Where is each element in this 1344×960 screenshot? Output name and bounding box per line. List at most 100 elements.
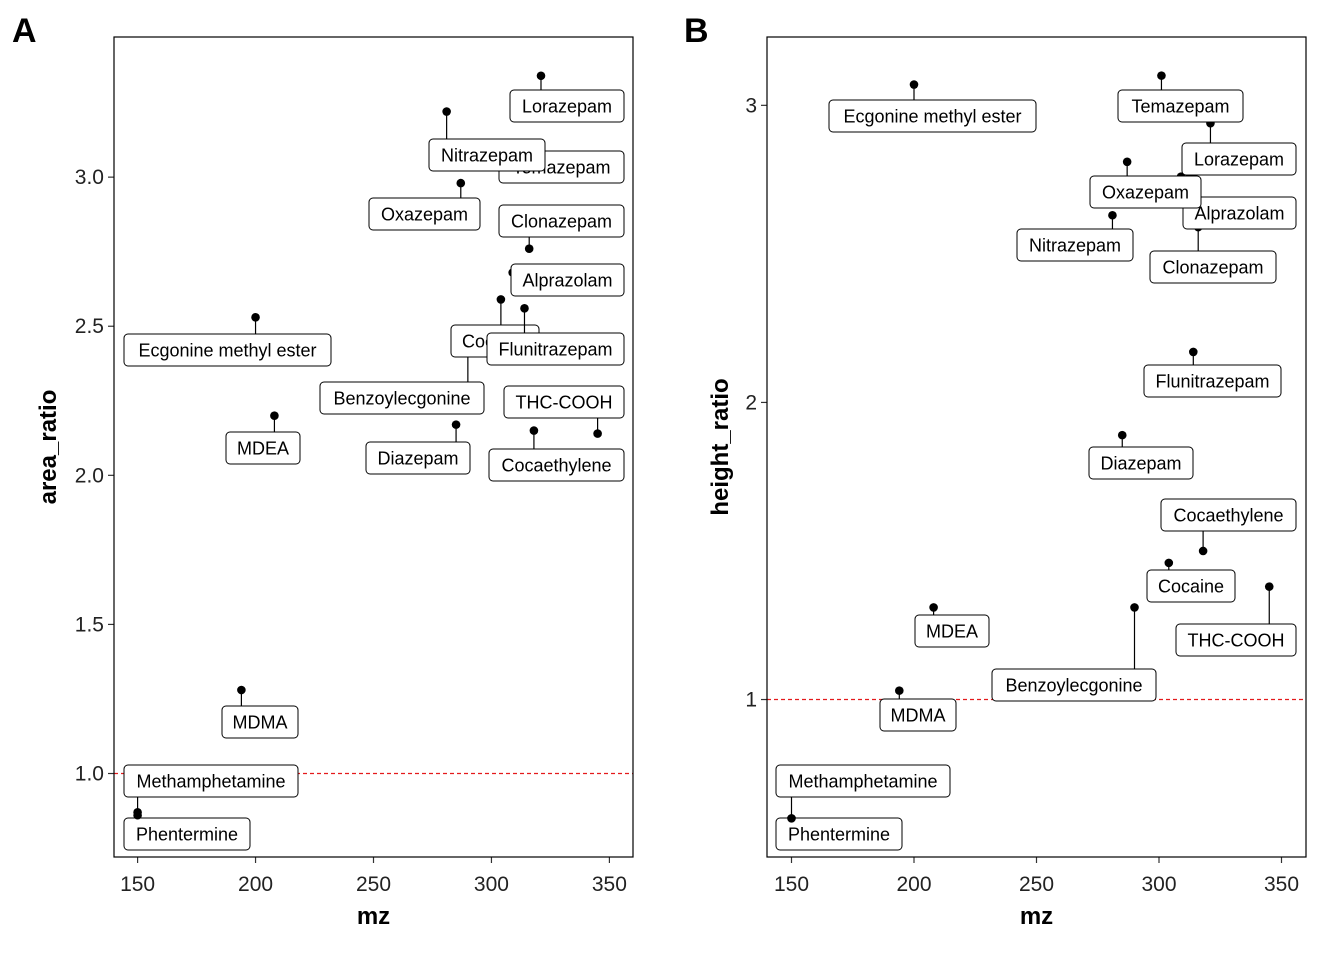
point-label: THC-COOH	[1188, 631, 1285, 651]
data-point	[270, 411, 279, 420]
x-tick-label: 300	[1141, 873, 1176, 896]
y-axis-title: height_ratio	[707, 378, 734, 515]
point-label-box	[1016, 228, 1134, 262]
point-label-box	[1175, 623, 1297, 657]
point-label-box	[914, 614, 990, 648]
data-point	[1157, 71, 1166, 80]
data-point	[929, 603, 938, 612]
point-label: Methamphetamine	[788, 772, 937, 792]
x-tick-label: 350	[592, 873, 627, 896]
point-label: Clonazepam	[511, 212, 612, 232]
point-label-box	[510, 263, 625, 297]
point-label: Lorazepam	[522, 97, 612, 117]
panel-A: A 150 200 250 300 350 1.0 1.5 2.0 2.5 3.0 mz area_ra…	[12, 12, 634, 930]
point-label-box	[123, 817, 251, 851]
point-label-box	[428, 138, 546, 172]
point-label-box	[1182, 196, 1297, 230]
point-label: Cocaine	[1158, 577, 1224, 597]
data-point	[1108, 210, 1117, 220]
point-label-box	[123, 333, 332, 367]
point-label: Methamphetamine	[136, 772, 285, 792]
point-label-box	[509, 89, 625, 123]
point-label-box	[1117, 89, 1244, 123]
point-label-box	[503, 385, 625, 419]
y-tick-label: 3	[745, 94, 757, 117]
x-tick-label: 200	[238, 873, 273, 896]
point-label-box	[1181, 142, 1297, 176]
y-tick-label: 2.0	[75, 464, 104, 487]
point-label: Diazepam	[377, 449, 458, 469]
point-label-box	[365, 441, 471, 475]
point-label: Temazepam	[1131, 97, 1229, 117]
data-point	[1198, 546, 1208, 556]
x-axis-title: mz	[1020, 903, 1053, 930]
point-label-box	[1089, 175, 1202, 209]
y-tick-label: 2.5	[75, 315, 104, 338]
point-label-box	[775, 817, 903, 851]
point-label-box	[991, 668, 1157, 702]
data-point	[536, 71, 546, 81]
point-label: Nitrazepam	[1029, 236, 1121, 256]
point-label: Alprazolam	[522, 271, 612, 291]
point-label: MDEA	[237, 439, 289, 459]
point-label: Clonazepam	[1162, 258, 1263, 278]
data-point	[909, 80, 919, 89]
point-label-box	[319, 381, 485, 415]
data-point	[529, 426, 539, 435]
data-point	[451, 420, 461, 429]
point-label: Phentermine	[136, 825, 238, 845]
point-label-box	[1143, 364, 1282, 398]
point-label: Benzoylecgonine	[333, 389, 470, 409]
data-point	[524, 244, 534, 254]
point-label: Cocaethylene	[1173, 506, 1283, 526]
point-label-box	[828, 99, 1037, 133]
y-tick-label: 2	[745, 391, 757, 414]
point-label: THC-COOH	[516, 393, 613, 413]
point-label-box	[221, 705, 299, 739]
data-point	[593, 429, 602, 438]
data-point	[895, 686, 904, 695]
panel-B: B 150 200 250 300 350 1 2 3 mz height_ratio Phenter…	[684, 12, 1307, 930]
data-point	[1264, 582, 1274, 591]
point-label-box	[368, 197, 481, 231]
y-tick-label: 1.0	[75, 763, 104, 786]
point-label-box	[1146, 569, 1236, 603]
data-point	[1130, 603, 1139, 612]
point-label: MDMA	[891, 706, 946, 726]
point-label: Benzoylecgonine	[1005, 676, 1142, 696]
y-axis-title: area_ratio	[35, 390, 62, 505]
x-tick-label: 200	[896, 873, 931, 896]
point-label: Oxazepam	[1102, 183, 1189, 203]
point-label-box	[488, 448, 625, 482]
data-point	[237, 685, 246, 695]
x-tick-label: 250	[1019, 873, 1054, 896]
x-axis-title: mz	[357, 903, 390, 930]
point-label-box	[1088, 446, 1194, 480]
y-tick-label: 3.0	[75, 166, 104, 189]
point-label: Ecgonine methyl ester	[843, 107, 1021, 127]
y-tick-label: 1	[745, 689, 757, 712]
point-label-box	[775, 764, 951, 798]
data-point	[496, 295, 506, 304]
point-label-box	[123, 764, 299, 798]
point-label: MDEA	[926, 622, 978, 642]
point-label: MDMA	[233, 713, 288, 733]
point-label: Cocaethylene	[501, 456, 611, 476]
data-point	[1164, 558, 1174, 568]
point-label: Flunitrazepam	[1155, 372, 1269, 392]
data-point	[1122, 157, 1132, 167]
point-label: Lorazepam	[1194, 150, 1284, 170]
x-tick-label: 250	[356, 873, 391, 896]
point-label: Ecgonine methyl ester	[138, 341, 316, 361]
data-point	[1117, 430, 1127, 440]
point-label: Nitrazepam	[441, 146, 533, 166]
plot-frame	[113, 36, 634, 858]
x-tick-label: 150	[774, 873, 809, 896]
point-label-box	[498, 204, 625, 238]
point-label: Oxazepam	[381, 205, 468, 225]
data-point	[1189, 347, 1198, 357]
point-label-box	[225, 431, 301, 465]
y-tick-label: 1.5	[75, 613, 104, 636]
point-label-box	[1160, 498, 1297, 532]
